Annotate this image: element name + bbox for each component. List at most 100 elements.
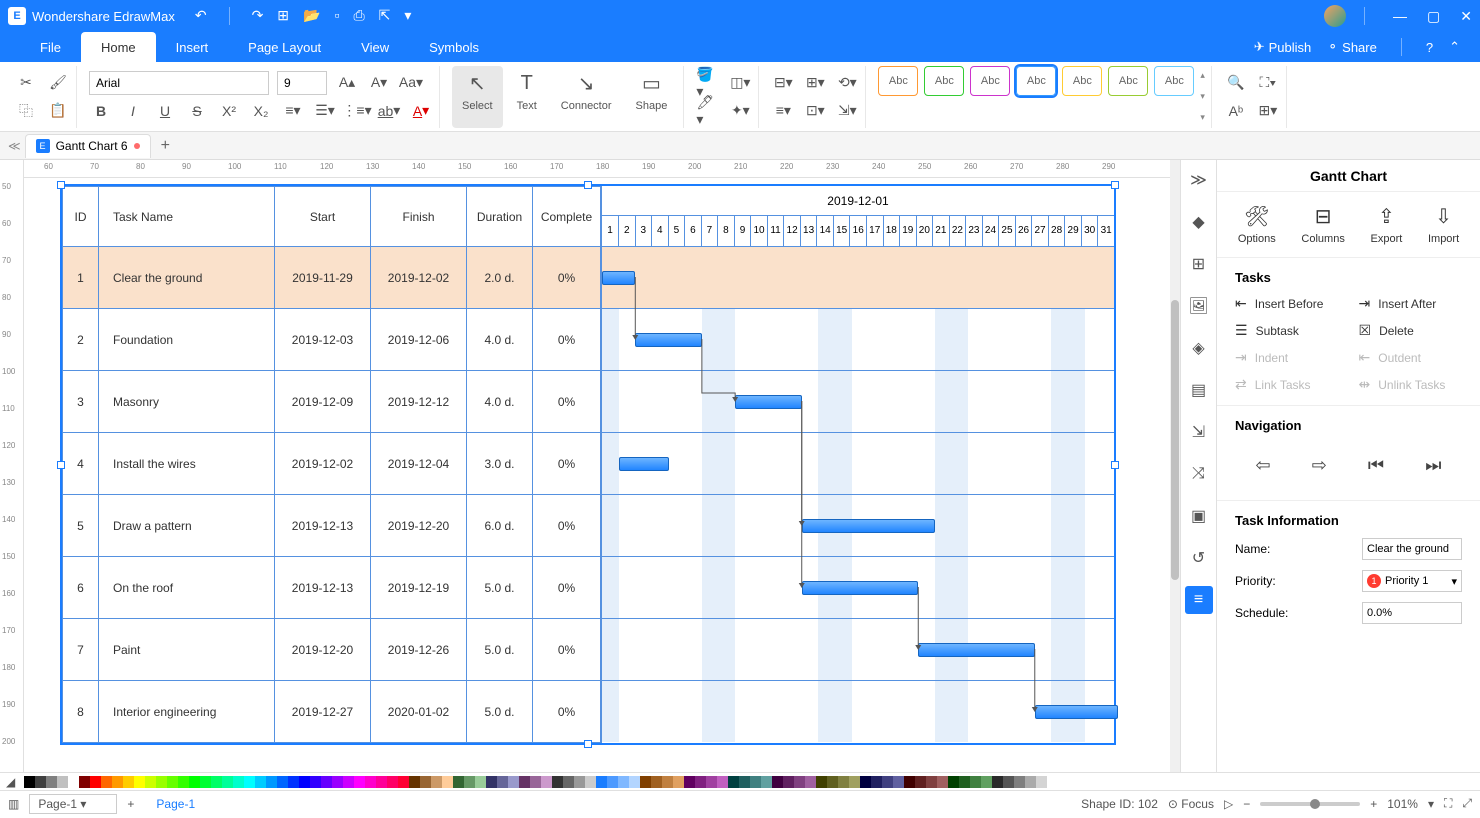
add-page-icon[interactable]: + xyxy=(127,797,134,811)
open-icon[interactable]: 📂 xyxy=(303,7,320,25)
color-swatch[interactable] xyxy=(596,776,607,788)
vertical-scrollbar[interactable] xyxy=(1170,160,1180,772)
color-swatch[interactable] xyxy=(431,776,442,788)
gantt-chart-row[interactable] xyxy=(602,556,1114,618)
resize-handle[interactable] xyxy=(57,461,65,469)
color-swatch[interactable] xyxy=(167,776,178,788)
color-swatch[interactable] xyxy=(519,776,530,788)
color-swatch[interactable] xyxy=(530,776,541,788)
line-style-icon[interactable]: ✦▾ xyxy=(728,99,752,123)
connector-tool[interactable]: ↘Connector xyxy=(551,66,622,128)
color-swatch[interactable] xyxy=(629,776,640,788)
format-painter-icon[interactable]: 🖌 xyxy=(46,71,70,95)
color-swatch[interactable] xyxy=(706,776,717,788)
undo-icon[interactable]: ↶ xyxy=(195,7,207,25)
strip-expand-icon[interactable]: ≫ xyxy=(1185,166,1213,194)
redo-icon[interactable]: ↷ xyxy=(252,7,264,25)
tabs-left-icon[interactable]: ≪ xyxy=(8,139,21,153)
gantt-chart-object[interactable]: IDTask NameStartFinishDurationComplete1C… xyxy=(60,184,1116,745)
gantt-table-row[interactable]: 5Draw a pattern2019-12-132019-12-206.0 d… xyxy=(63,495,601,557)
change-case-icon[interactable]: Aa▾ xyxy=(399,71,423,95)
color-swatch[interactable] xyxy=(563,776,574,788)
gantt-bar[interactable] xyxy=(635,333,702,347)
font-family-select[interactable] xyxy=(89,71,269,95)
gantt-chart-row[interactable] xyxy=(602,618,1114,680)
style-preset[interactable]: Abc xyxy=(1062,66,1102,96)
nav-last-icon[interactable]: ⏭ xyxy=(1425,455,1441,476)
gantt-bar[interactable] xyxy=(802,581,919,595)
color-swatch[interactable] xyxy=(376,776,387,788)
color-swatch[interactable] xyxy=(365,776,376,788)
focus-button[interactable]: ⊙ Focus xyxy=(1168,797,1214,811)
publish-button[interactable]: ✈ Publish xyxy=(1254,39,1312,55)
color-swatch[interactable] xyxy=(409,776,420,788)
menu-tab-page-layout[interactable]: Page Layout xyxy=(228,32,341,62)
delete-button[interactable]: ☒Delete xyxy=(1359,322,1463,339)
numbering-icon[interactable]: ⋮≡▾ xyxy=(345,99,369,123)
schedule-input[interactable] xyxy=(1362,602,1462,624)
menu-tab-file[interactable]: File xyxy=(20,32,81,62)
color-swatch[interactable] xyxy=(233,776,244,788)
export-strip-icon[interactable]: ⇲ xyxy=(1185,418,1213,446)
subtask-button[interactable]: ☰Subtask xyxy=(1235,322,1339,339)
color-swatch[interactable] xyxy=(882,776,893,788)
color-swatch[interactable] xyxy=(1025,776,1036,788)
color-swatch[interactable] xyxy=(178,776,189,788)
menu-tab-insert[interactable]: Insert xyxy=(156,32,229,62)
color-swatch[interactable] xyxy=(805,776,816,788)
gantt-table-row[interactable]: 6On the roof2019-12-132019-12-195.0 d.0% xyxy=(63,557,601,619)
nav-first-icon[interactable]: ⏮ xyxy=(1368,455,1384,476)
doc-tab[interactable]: E Gantt Chart 6 xyxy=(25,134,151,158)
color-swatch[interactable] xyxy=(508,776,519,788)
style-more-icon[interactable]: ▾ xyxy=(1200,112,1205,123)
color-swatch[interactable] xyxy=(640,776,651,788)
resize-handle[interactable] xyxy=(584,740,592,748)
color-swatch[interactable] xyxy=(750,776,761,788)
crop-icon[interactable]: ⛶▾ xyxy=(1256,71,1280,95)
color-swatch[interactable] xyxy=(1003,776,1014,788)
color-swatch[interactable] xyxy=(442,776,453,788)
color-swatch[interactable] xyxy=(354,776,365,788)
image-icon[interactable]: 🖼 xyxy=(1185,292,1213,320)
color-swatch[interactable] xyxy=(90,776,101,788)
grow-font-icon[interactable]: A▴ xyxy=(335,71,359,95)
font-color-icon[interactable]: A▾ xyxy=(409,99,433,123)
color-swatch[interactable] xyxy=(904,776,915,788)
gantt-chart-row[interactable] xyxy=(602,680,1114,742)
color-swatch[interactable] xyxy=(772,776,783,788)
color-swatch[interactable] xyxy=(277,776,288,788)
gantt-bar[interactable] xyxy=(918,643,1035,657)
maximize-button[interactable]: ▢ xyxy=(1427,8,1440,25)
color-swatch[interactable] xyxy=(739,776,750,788)
find-icon[interactable]: 🔍 xyxy=(1224,71,1248,95)
size-icon[interactable]: ⇲▾ xyxy=(835,99,859,123)
zoom-in-icon[interactable]: + xyxy=(1370,797,1377,811)
color-swatch[interactable] xyxy=(266,776,277,788)
history-icon[interactable]: ↺ xyxy=(1185,544,1213,572)
color-swatch[interactable] xyxy=(255,776,266,788)
eyedropper-icon[interactable]: ◢ xyxy=(6,775,24,789)
color-swatch[interactable] xyxy=(849,776,860,788)
resize-handle[interactable] xyxy=(584,181,592,189)
color-swatch[interactable] xyxy=(992,776,1003,788)
gantt-chart-row[interactable] xyxy=(602,370,1114,432)
line-color-icon[interactable]: 🖊▾ xyxy=(696,99,720,123)
color-swatch[interactable] xyxy=(222,776,233,788)
shape-tool[interactable]: ▭Shape xyxy=(626,66,678,128)
qat-more-icon[interactable]: ▾ xyxy=(404,7,411,25)
gantt-table-row[interactable]: 7Paint2019-12-202019-12-265.0 d.0% xyxy=(63,619,601,681)
color-swatch[interactable] xyxy=(541,776,552,788)
insert-after-button[interactable]: ⇥Insert After xyxy=(1359,295,1463,312)
gantt-table-row[interactable]: 3Masonry2019-12-092019-12-124.0 d.0% xyxy=(63,371,601,433)
color-swatch[interactable] xyxy=(420,776,431,788)
zoom-slider[interactable] xyxy=(1260,802,1360,806)
color-swatch[interactable] xyxy=(717,776,728,788)
indent-button[interactable]: ⇥Indent xyxy=(1235,349,1339,366)
page-select[interactable]: Page-1 ▾ xyxy=(29,794,117,814)
presentation-icon[interactable]: ▣ xyxy=(1185,502,1213,530)
color-swatch[interactable] xyxy=(79,776,90,788)
color-swatch[interactable] xyxy=(68,776,79,788)
color-swatch[interactable] xyxy=(607,776,618,788)
menu-tab-symbols[interactable]: Symbols xyxy=(409,32,499,62)
layers-icon[interactable]: ◈ xyxy=(1185,334,1213,362)
